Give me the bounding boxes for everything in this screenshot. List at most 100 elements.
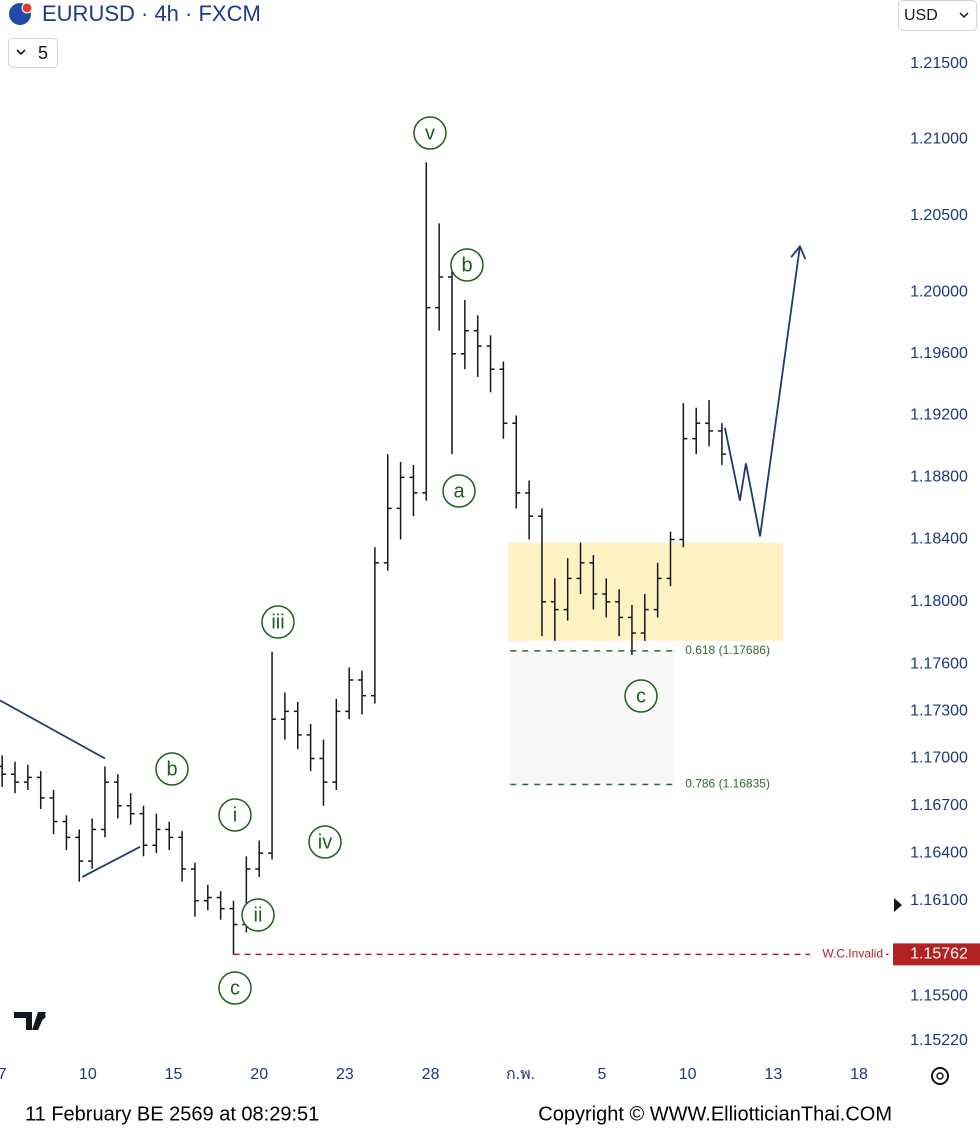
- y-tick-label: 1.17300: [910, 703, 968, 720]
- ohlc-bar: [190, 862, 199, 917]
- ohlc-bar: [75, 829, 84, 882]
- ohlc-bar: [717, 423, 726, 465]
- x-tick-label: 13: [764, 1066, 782, 1083]
- y-tick-label: 1.17600: [910, 656, 968, 673]
- ohlc-bar: [319, 739, 328, 806]
- x-tick-label: 15: [165, 1066, 183, 1083]
- plot-area: 0.618 (1.17686) 0.786 (1.16835) W.C.Invali…: [0, 116, 891, 1005]
- x-tick-label: 18: [850, 1066, 868, 1083]
- ohlc-bar: [306, 723, 315, 772]
- wave-label: iii: [271, 611, 284, 633]
- fib-label: 0.618 (1.17686): [685, 643, 770, 657]
- ohlc-bar: [62, 815, 71, 851]
- y-tick-label: 1.16100: [910, 892, 968, 909]
- wave-label: iv: [318, 831, 332, 853]
- wave-circle: [241, 898, 275, 932]
- currency-label: USD: [904, 7, 938, 24]
- interval-menu-label: 5: [38, 43, 48, 63]
- ohlc-bar: [280, 692, 289, 740]
- gear: [931, 1067, 949, 1085]
- ohlc-bar: [139, 805, 148, 857]
- y-tick-label: 1.15500: [910, 987, 968, 1004]
- invalidation-label: W.C.Invalid: [822, 947, 883, 961]
- y-tick-label: 1.20500: [910, 207, 968, 224]
- wave-circle: [218, 971, 252, 1005]
- wave-label: a: [453, 480, 465, 502]
- ohlc-bar: [640, 593, 649, 641]
- ohlc-bar: [576, 542, 585, 594]
- ohlc-bar: [409, 464, 418, 517]
- y-tick-label: 1.18800: [910, 469, 968, 486]
- fib-label: 0.786 (1.16835): [685, 777, 770, 791]
- ohlc-bar: [627, 604, 636, 655]
- arrow-head: [790, 244, 807, 260]
- settings-icon[interactable]: [931, 1067, 949, 1085]
- x-tick-label: 10: [79, 1066, 97, 1083]
- x-tick-label: 10: [679, 1066, 697, 1083]
- ohlc-bar: [679, 403, 688, 548]
- y-tick-label: 1.15220: [910, 1032, 968, 1049]
- y-tick-label: 1.16400: [910, 844, 968, 861]
- tv-logo: [38, 1012, 46, 1020]
- ohlc-bar: [370, 547, 379, 704]
- ohlc-bar: [589, 555, 598, 610]
- ohlc-bar: [152, 813, 161, 854]
- interval-menu[interactable]: [8, 38, 58, 68]
- symbol-icon-flag: [21, 2, 33, 14]
- wave-circle: [218, 798, 252, 832]
- wave-circle: [155, 752, 189, 786]
- ohlc-bar: [100, 766, 109, 838]
- ohlc-bar: [499, 361, 508, 439]
- x-tick-label: 28: [422, 1066, 440, 1083]
- x-tick-label: ก.พ.: [506, 1066, 535, 1083]
- ohlc-bar: [216, 891, 225, 920]
- trend-drawing: [724, 246, 801, 537]
- y-tick-label: 1.18400: [910, 531, 968, 548]
- wave-label: b: [166, 758, 177, 780]
- ohlc-bar: [23, 764, 32, 791]
- ohlc-bar: [268, 651, 277, 860]
- ohlc-bar: [229, 900, 238, 955]
- ohlc-bar: [36, 771, 45, 809]
- y-tick-label: 1.18000: [910, 593, 968, 610]
- ohlc-bar: [293, 701, 302, 750]
- ohlc-bar: [88, 818, 97, 870]
- chevron-icon: [16, 49, 26, 56]
- currency-menu[interactable]: [898, 0, 977, 31]
- y-tick-label: 1.17000: [910, 750, 968, 767]
- ohlc-bar: [550, 578, 559, 641]
- y-tick-label: 1.21500: [910, 55, 968, 72]
- chevron-icon: [959, 12, 969, 19]
- ohlc-bar: [422, 162, 431, 501]
- demand-zone: [508, 542, 784, 641]
- wave-label: i: [233, 804, 237, 826]
- ohlc-bar: [49, 790, 58, 835]
- ohlc-bar: [653, 562, 662, 618]
- ohlc-bar: [615, 589, 624, 637]
- wave-label: v: [425, 122, 435, 144]
- wave-circle: [413, 116, 447, 150]
- ohlc-bar: [512, 415, 521, 509]
- gear-center: [936, 1072, 944, 1080]
- ohlc-bar: [358, 670, 367, 715]
- ohlc-bar: [473, 315, 482, 377]
- ohlc-bar: [332, 698, 341, 791]
- chart-title: EURUSD · 4h · FXCM: [42, 1, 261, 26]
- y-tick-label: 1.19200: [910, 407, 968, 424]
- ohlc-bar: [396, 461, 405, 540]
- x-tick-label: 5: [597, 1066, 606, 1083]
- ohlc-bar: [203, 884, 212, 911]
- ohlc-bar: [0, 755, 7, 787]
- ohlc-bar: [447, 269, 456, 455]
- wave-label: c: [230, 977, 240, 999]
- y-tick-label: 1.21000: [910, 131, 968, 148]
- ohlc-bar: [460, 299, 469, 370]
- x-tick-label: 7: [0, 1066, 7, 1083]
- ohlc-bar: [255, 840, 264, 877]
- x-tick-label: 23: [336, 1066, 354, 1083]
- ohlc-bar: [10, 761, 19, 794]
- ohlc-bar: [113, 774, 122, 819]
- ohlc-bar: [525, 480, 534, 540]
